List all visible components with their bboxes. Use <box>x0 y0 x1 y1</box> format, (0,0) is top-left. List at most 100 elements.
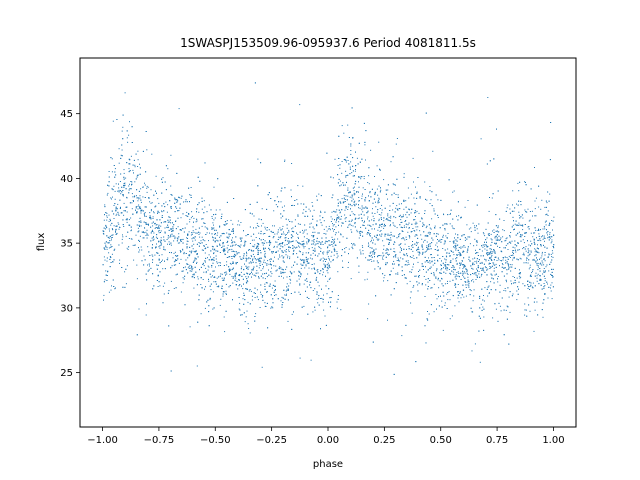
data-point <box>456 263 458 265</box>
data-point <box>361 207 363 209</box>
data-point <box>232 268 234 270</box>
data-point <box>238 279 240 280</box>
data-point <box>516 290 518 292</box>
data-point <box>543 244 544 246</box>
data-point <box>512 250 514 252</box>
data-point <box>470 290 472 292</box>
data-point <box>447 214 449 216</box>
data-point <box>409 237 411 239</box>
data-point <box>112 196 113 198</box>
data-point <box>523 262 525 264</box>
data-point <box>322 301 324 303</box>
data-point <box>209 297 211 299</box>
data-point <box>296 246 298 248</box>
data-point <box>476 228 478 230</box>
data-point <box>453 268 455 270</box>
data-point <box>514 223 516 225</box>
data-point <box>372 242 374 244</box>
data-point <box>137 150 139 152</box>
data-point <box>529 264 531 266</box>
data-point <box>245 241 247 243</box>
data-point <box>173 288 175 289</box>
data-point <box>367 224 369 226</box>
data-point <box>538 185 540 187</box>
data-point <box>190 234 192 236</box>
data-point <box>489 197 490 198</box>
data-point <box>433 275 435 277</box>
data-point <box>324 267 326 268</box>
data-point <box>495 235 497 237</box>
data-point <box>219 209 221 211</box>
data-point <box>412 241 413 242</box>
data-point <box>336 257 338 259</box>
data-point <box>235 243 237 245</box>
data-point <box>376 211 378 213</box>
data-point <box>158 258 160 260</box>
data-point <box>378 218 380 220</box>
data-point <box>237 288 239 290</box>
data-point <box>264 242 265 244</box>
data-point <box>123 176 125 178</box>
data-point <box>368 220 370 222</box>
data-point <box>184 275 186 277</box>
data-point <box>324 211 326 213</box>
data-point <box>383 248 385 250</box>
data-point <box>234 241 236 243</box>
data-point <box>343 194 345 196</box>
data-point <box>524 314 526 316</box>
data-point <box>425 198 426 200</box>
data-point <box>305 265 307 267</box>
data-point <box>274 225 275 227</box>
data-point <box>205 286 206 288</box>
data-point <box>146 149 148 151</box>
data-point <box>296 253 298 255</box>
data-point <box>113 205 115 206</box>
data-point <box>330 221 332 222</box>
data-point <box>506 207 508 209</box>
data-point <box>437 277 439 279</box>
data-point <box>223 251 225 253</box>
data-point <box>396 227 398 229</box>
data-point <box>435 244 437 246</box>
data-point <box>424 296 426 297</box>
data-point <box>464 246 466 248</box>
data-point <box>397 273 399 275</box>
data-point <box>386 262 388 264</box>
data-point <box>273 210 275 212</box>
data-point <box>307 241 309 243</box>
data-point <box>165 165 167 167</box>
data-point <box>339 241 341 243</box>
data-point <box>462 284 464 286</box>
data-point <box>210 250 212 252</box>
data-point <box>108 252 110 254</box>
data-point <box>518 249 520 251</box>
data-point <box>128 246 130 248</box>
data-point <box>226 261 228 263</box>
data-point <box>445 259 447 261</box>
data-point <box>210 276 212 278</box>
data-point <box>553 246 554 248</box>
data-point <box>133 196 135 198</box>
data-point <box>537 239 539 241</box>
data-point <box>551 220 553 221</box>
data-point <box>411 223 413 225</box>
data-point <box>272 231 274 233</box>
data-point <box>380 255 382 257</box>
data-point <box>374 213 376 214</box>
data-point <box>229 233 231 235</box>
data-point <box>303 240 305 242</box>
data-point <box>359 200 360 202</box>
data-point <box>130 230 132 232</box>
data-point <box>443 271 445 273</box>
data-point <box>410 193 412 195</box>
data-point <box>196 261 198 263</box>
data-point <box>466 238 468 240</box>
data-point <box>231 275 233 277</box>
data-point <box>548 253 550 255</box>
data-point <box>548 270 550 272</box>
data-point <box>421 244 423 246</box>
data-point <box>125 283 127 285</box>
data-point <box>406 253 408 255</box>
data-point <box>194 239 196 241</box>
data-point <box>305 252 307 254</box>
